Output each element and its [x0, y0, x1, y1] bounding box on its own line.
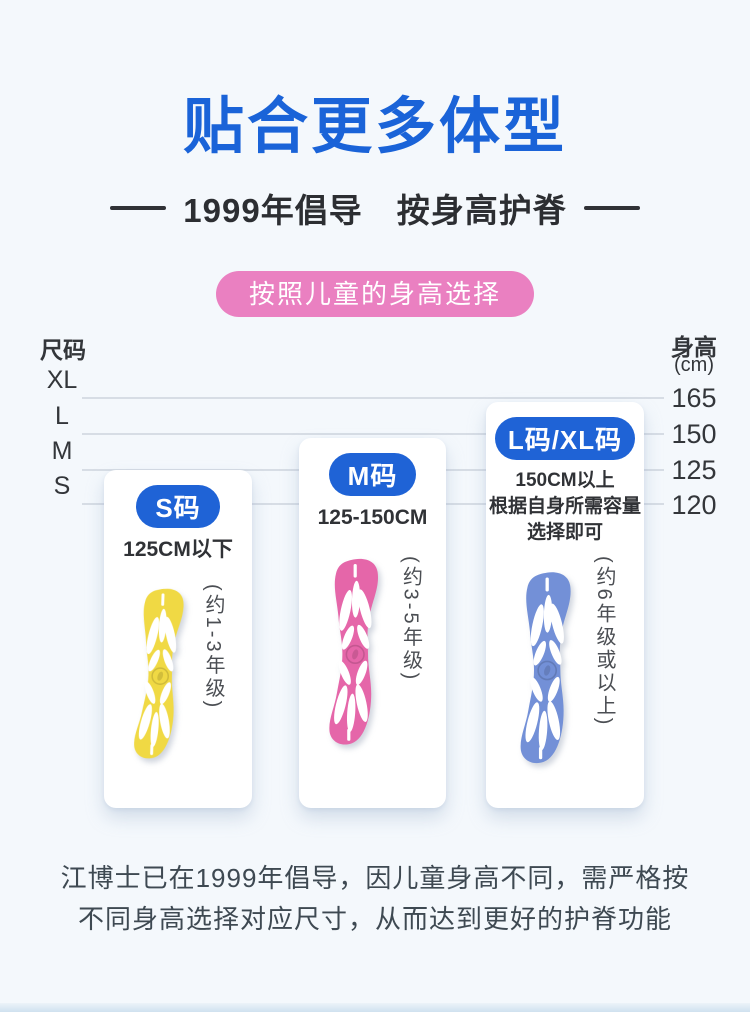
range-line: 根据自身所需容量: [488, 496, 641, 517]
size-range-m: 125-150CM: [299, 504, 446, 532]
page-title: 贴合更多体型: [182, 92, 567, 160]
blue-spine-board-graphic: [511, 550, 585, 786]
left-axis-title: 尺码: [40, 337, 86, 363]
product-row: (约3-5年级): [299, 550, 446, 754]
size-label-m: M: [51, 437, 73, 465]
size-pill-m: M码: [328, 453, 417, 496]
grade-note-m: (约3-5年级): [399, 556, 422, 683]
grade-note-s: (约1-3年级): [202, 584, 224, 711]
range-line: 选择即可: [526, 522, 603, 543]
bottom-divider-bar: [0, 1003, 750, 1012]
size-card-l-xl: L码/XL码 150CM以上 根据自身所需容量 选择即可 (约6年级或以上): [486, 402, 644, 808]
size-pill-l-xl: L码/XL码: [494, 417, 636, 460]
footer-line-2: 不同身高选择对应尺寸，从而达到更好的护脊功能: [77, 904, 672, 934]
gridline-150: [82, 433, 664, 435]
pink-spine-board-graphic: [320, 550, 392, 754]
size-label-xl: XL: [46, 366, 78, 394]
size-label-l: L: [55, 402, 69, 430]
height-label-120: 120: [671, 490, 717, 520]
yellow-spine-board-graphic: [125, 577, 198, 771]
product-row: (约1-3年级): [104, 578, 252, 770]
range-line: 125CM以下: [123, 538, 233, 561]
grade-note-l-xl: (约6年级或以上): [593, 556, 615, 728]
right-axis-title: 身高: [671, 334, 717, 360]
right-axis-unit: (cm): [674, 354, 714, 376]
range-line: 125-150CM: [317, 506, 428, 529]
subtitle: 1999年倡导 按身高护脊: [0, 184, 750, 232]
size-card-s: S码 125CM以下 (约1-3年级): [104, 470, 252, 808]
size-card-m: M码 125-150CM (约3-5年级): [299, 438, 446, 808]
dash-left-decoration: [110, 206, 167, 210]
size-range-s: 125CM以下: [104, 536, 252, 564]
selection-badge: 按照儿童的身高选择: [215, 271, 534, 317]
footer-line-1: 江博士已在1999年倡导，因儿童身高不同，需严格按: [60, 863, 690, 893]
height-label-165: 165: [671, 383, 717, 413]
height-label-125: 125: [671, 455, 717, 485]
size-label-s: S: [53, 472, 71, 500]
height-label-150: 150: [671, 419, 717, 449]
size-pill-s: S码: [136, 485, 220, 528]
selection-badge-wrap: 按照儿童的身高选择: [0, 271, 750, 317]
size-range-l-xl: 150CM以上 根据自身所需容量 选择即可: [486, 468, 644, 546]
footer-description: 江博士已在1999年倡导，因儿童身高不同，需严格按 不同身高选择对应尺寸，从而达…: [0, 858, 750, 940]
product-row: (约6年级或以上): [486, 550, 644, 786]
dash-right-decoration: [583, 206, 640, 210]
range-line: 150CM以上: [515, 470, 615, 491]
subtitle-text: 1999年倡导 按身高护脊: [183, 192, 567, 229]
gridline-165: [82, 397, 664, 399]
